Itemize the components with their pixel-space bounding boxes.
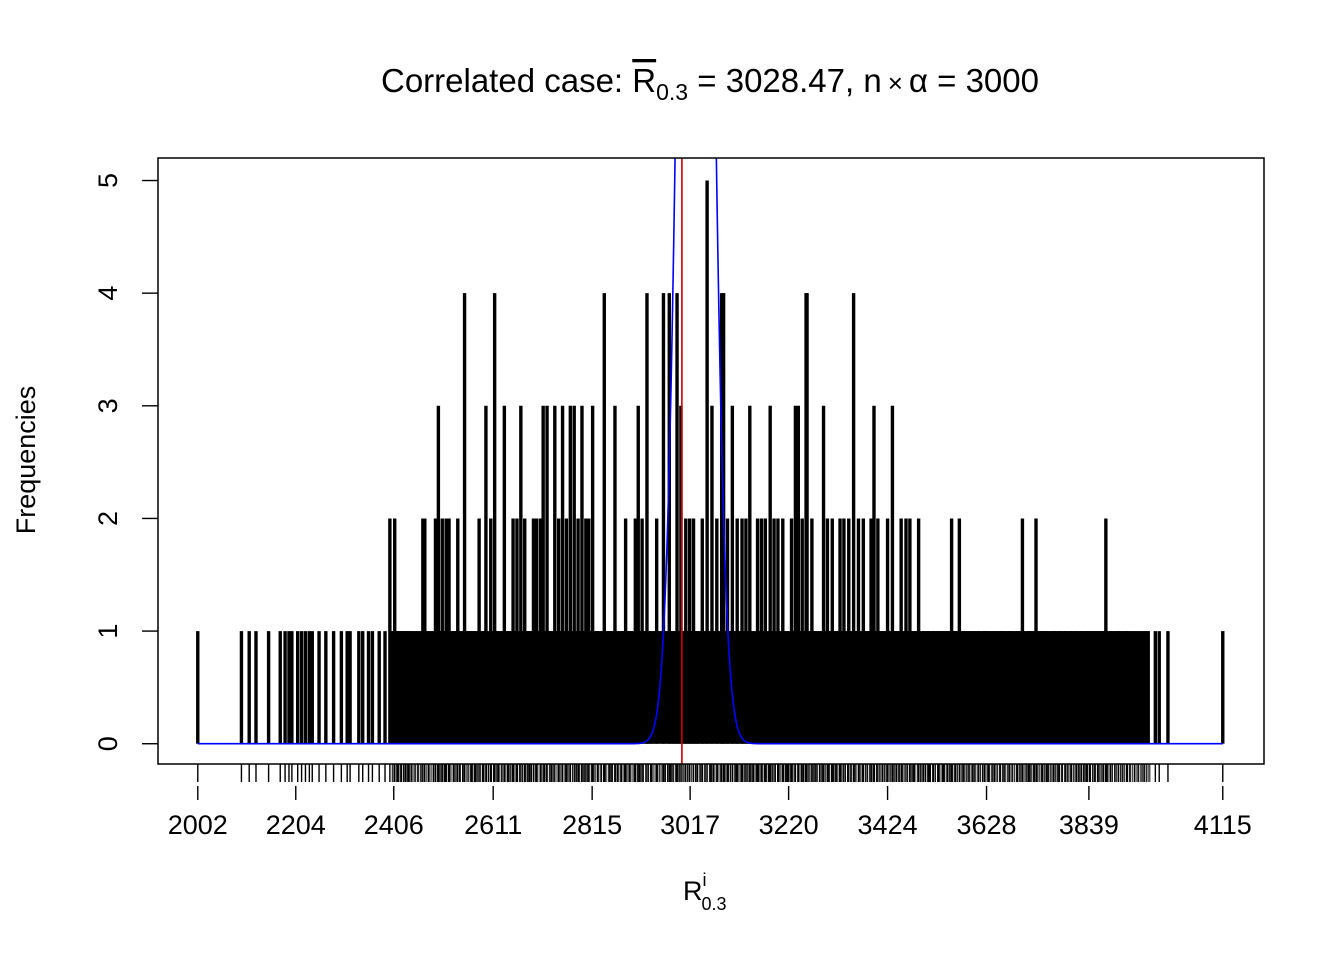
x-axis: 2002 2204 2406 2611 2815 3017 3220 3424 3628 3839… (168, 786, 1252, 840)
x-axis-label-base: R (683, 876, 703, 906)
title-times-symbol: × (888, 68, 903, 98)
y-tick-label-1: 1 (93, 624, 123, 639)
title-prefix: Correlated case: (381, 62, 632, 99)
y-tick-label-3: 3 (93, 398, 123, 413)
density-layer (197, 158, 1223, 745)
title-stat-value: = 3028.47, (688, 62, 863, 99)
x-tick-label-2: 2406 (364, 810, 424, 840)
x-tick-label-7: 3424 (858, 810, 918, 840)
x-tick-label-4: 2815 (562, 810, 622, 840)
density-curve (197, 158, 1223, 745)
y-axis-label: Frequencies (11, 386, 41, 535)
x-axis-label-subscript: 0.3 (702, 894, 727, 914)
rug-group (197, 764, 1224, 782)
x-axis-label: Ri 0.3 (683, 870, 727, 914)
y-axis: 0 1 2 3 4 5 (93, 173, 158, 751)
title-alpha-symbol: α (909, 62, 928, 99)
x-tick-label-9: 3839 (1059, 810, 1119, 840)
chart-title: Correlated case: R0.3 = 3028.47, n × α = 3… (381, 62, 1039, 105)
x-tick-label-6: 3220 (759, 810, 819, 840)
plot-frame (157, 157, 1265, 765)
x-tick-label-0: 2002 (168, 810, 228, 840)
bars-group (196, 180, 1225, 744)
title-n-alpha-value: = 3000 (928, 62, 1039, 99)
x-tick-label-1: 2204 (266, 810, 326, 840)
y-tick-label-0: 0 (93, 736, 123, 751)
title-stat-symbol: R (632, 62, 656, 99)
x-tick-label-5: 3017 (660, 810, 720, 840)
title-stat-subscript: 0.3 (656, 79, 688, 105)
x-tick-label-10: 4115 (1194, 810, 1252, 840)
y-tick-label-4: 4 (93, 286, 123, 301)
x-tick-label-3: 2611 (464, 810, 522, 840)
x-tick-label-8: 3628 (956, 810, 1016, 840)
y-tick-label-5: 5 (93, 173, 123, 188)
y-tick-label-2: 2 (93, 511, 123, 526)
x-axis-label-superscript: i (703, 870, 707, 890)
title-n-symbol: n (863, 62, 881, 99)
